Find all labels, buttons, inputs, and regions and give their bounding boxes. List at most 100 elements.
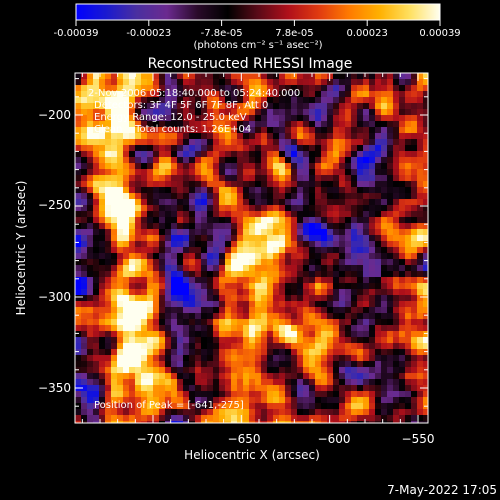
heatmap-cell	[405, 79, 412, 86]
peak-position-label: Position of Peak = [-641,-275]	[94, 400, 244, 411]
heatmap-cell	[201, 229, 208, 236]
heatmap-cell	[195, 277, 202, 284]
heatmap-cell	[399, 223, 406, 230]
heatmap-cell	[225, 247, 232, 254]
heatmap-cell	[207, 271, 214, 278]
heatmap-cell	[399, 187, 406, 194]
heatmap-cell	[111, 193, 118, 200]
heatmap-cell	[207, 403, 214, 410]
heatmap-cell	[141, 337, 148, 344]
heatmap-cell	[345, 187, 352, 194]
heatmap-cell	[303, 415, 310, 422]
heatmap-cell	[339, 343, 346, 350]
heatmap-cell	[339, 73, 346, 80]
heatmap-cell	[309, 121, 316, 128]
heatmap-cell	[117, 325, 124, 332]
heatmap-cell	[159, 403, 166, 410]
heatmap-cell	[315, 247, 322, 254]
heatmap-cell	[291, 265, 298, 272]
heatmap-cell	[237, 265, 244, 272]
heatmap-cell	[237, 247, 244, 254]
heatmap-cell	[135, 343, 142, 350]
heatmap-cell	[99, 403, 106, 410]
heatmap-cell	[75, 319, 82, 326]
heatmap-cell	[423, 97, 428, 104]
heatmap-cell	[315, 421, 322, 423]
heatmap-cell	[207, 193, 214, 200]
heatmap-cell	[195, 217, 202, 224]
heatmap-cell	[225, 127, 232, 134]
heatmap-cell	[279, 235, 286, 242]
heatmap-cell	[219, 127, 226, 134]
heatmap-cell	[357, 391, 364, 398]
heatmap-cell	[291, 283, 298, 290]
heatmap-cell	[309, 313, 316, 320]
heatmap-cell	[321, 193, 328, 200]
heatmap-cell	[171, 127, 178, 134]
heatmap-cell	[231, 259, 238, 266]
heatmap-cell	[153, 373, 160, 380]
heatmap-cell	[297, 193, 304, 200]
heatmap-cell	[165, 217, 172, 224]
heatmap-cell	[411, 367, 418, 374]
heatmap-cell	[75, 313, 82, 320]
heatmap-cell	[327, 145, 334, 152]
heatmap-cell	[351, 109, 358, 116]
heatmap-cell	[339, 283, 346, 290]
heatmap-cell	[249, 277, 256, 284]
heatmap-cell	[363, 157, 370, 164]
heatmap-cell	[267, 397, 274, 404]
heatmap-cell	[201, 313, 208, 320]
heatmap-cell	[351, 325, 358, 332]
heatmap-cell	[177, 409, 184, 416]
heatmap-cell	[309, 235, 316, 242]
heatmap-cell	[381, 127, 388, 134]
heatmap-cell	[213, 91, 220, 98]
heatmap-cell	[105, 139, 112, 146]
heatmap-cell	[291, 79, 298, 86]
heatmap-cell	[387, 115, 394, 122]
heatmap-cell	[381, 205, 388, 212]
heatmap-cell	[399, 157, 406, 164]
heatmap-cell	[225, 199, 232, 206]
heatmap-cell	[333, 379, 340, 386]
heatmap-cell	[177, 163, 184, 170]
heatmap-cell	[99, 121, 106, 128]
heatmap-cell	[333, 373, 340, 380]
heatmap-cell	[183, 301, 190, 308]
heatmap-cell	[207, 223, 214, 230]
heatmap-cell	[141, 301, 148, 308]
heatmap-cell	[99, 241, 106, 248]
heatmap-cell	[321, 151, 328, 158]
heatmap-cell	[75, 121, 82, 128]
heatmap-cell	[177, 343, 184, 350]
heatmap-cell	[279, 133, 286, 140]
heatmap-cell	[333, 367, 340, 374]
heatmap-cell	[159, 409, 166, 416]
heatmap-cell	[165, 283, 172, 290]
heatmap-cell	[147, 403, 154, 410]
heatmap-cell	[87, 367, 94, 374]
heatmap-cell	[399, 271, 406, 278]
heatmap-cell	[285, 73, 292, 80]
heatmap-cell	[237, 175, 244, 182]
heatmap-cell	[117, 247, 124, 254]
heatmap-cell	[321, 175, 328, 182]
heatmap-cell	[393, 115, 400, 122]
heatmap-cell	[165, 241, 172, 248]
heatmap-cell	[267, 79, 274, 86]
heatmap-cell	[105, 385, 112, 392]
heatmap-cell	[105, 421, 112, 423]
heatmap-cell	[291, 397, 298, 404]
heatmap-cell	[99, 193, 106, 200]
heatmap-cell	[177, 103, 184, 110]
heatmap-cell	[291, 319, 298, 326]
heatmap-cell	[123, 397, 130, 404]
heatmap-cell	[321, 121, 328, 128]
heatmap-cell	[339, 205, 346, 212]
heatmap-cell	[297, 313, 304, 320]
heatmap-cell	[183, 103, 190, 110]
heatmap-cell	[339, 421, 346, 423]
heatmap-cell	[351, 403, 358, 410]
heatmap-cell	[165, 205, 172, 212]
